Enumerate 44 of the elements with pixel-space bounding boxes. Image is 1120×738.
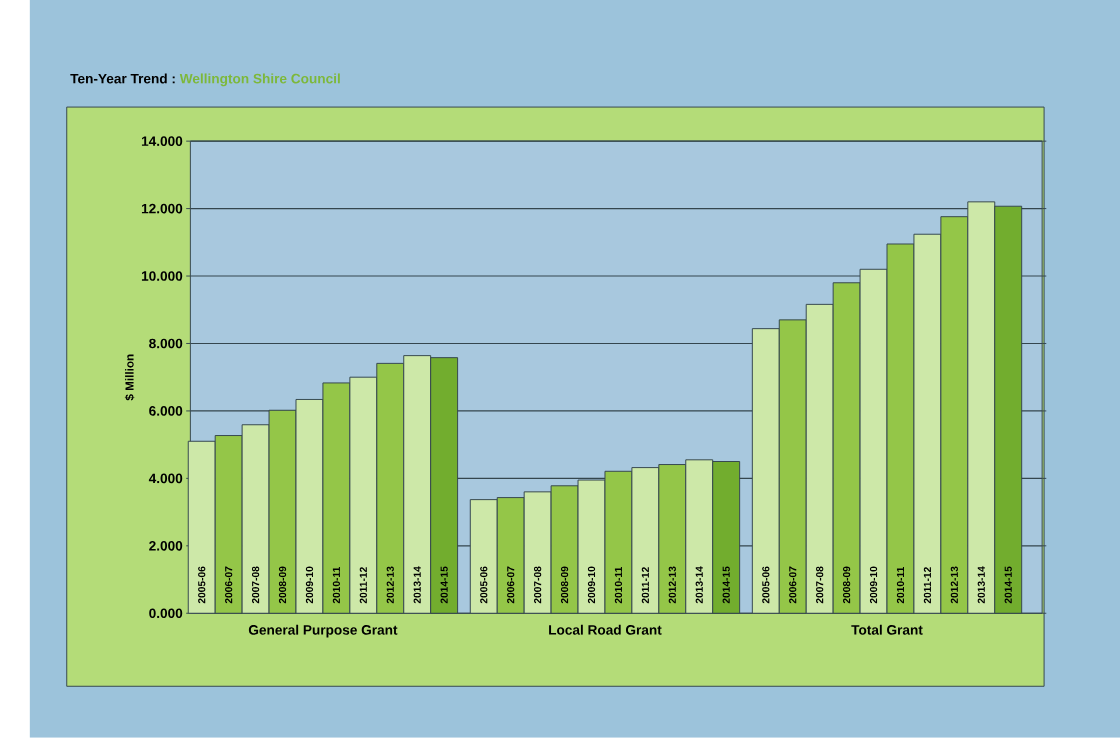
text: 2010-11	[896, 567, 905, 604]
y-tick-label: 8.000	[149, 338, 183, 349]
x-tick-label: General Purpose Grant	[248, 624, 398, 638]
y-tick-label: 6.000	[149, 406, 183, 416]
y-tick-label: 4.000	[148, 473, 183, 484]
y-tick-label: 0.000	[149, 608, 183, 619]
text: 2006-07	[507, 566, 515, 604]
text: 2008-09	[278, 566, 287, 604]
series-label: 2005-06	[198, 566, 206, 604]
text: 2005-06	[480, 566, 488, 604]
series-label: 2008-09	[560, 566, 569, 604]
text: 2014-15	[440, 566, 448, 604]
text: 2007-08	[534, 566, 542, 604]
series-label: 2006-07	[225, 566, 233, 604]
text: 2009-10	[587, 566, 596, 604]
text: 2010-11	[614, 567, 623, 604]
series-label: 2007-08	[251, 566, 260, 604]
y-axis-title: $ Million	[124, 354, 135, 401]
text: 2012-13	[950, 566, 958, 604]
text: 2013-14	[977, 566, 985, 604]
text: 2007-08	[816, 566, 824, 604]
y-tick-label: 12.000	[141, 203, 183, 214]
text: 2013-14	[413, 566, 421, 604]
text: 2011-12	[923, 567, 932, 604]
y-tick-label: 14.000	[141, 136, 183, 147]
series-label: 2009-10	[305, 566, 314, 604]
y-tick-label: 10.000	[141, 271, 183, 281]
series-label: 2013-14	[695, 566, 703, 604]
y-tick-label: 2.000	[149, 541, 183, 551]
chart-subtitle: Wellington Shire Council	[179, 73, 340, 87]
text: 2011-12	[641, 567, 649, 604]
text: 2005-06	[762, 566, 770, 604]
x-tick-label: Local Road Grant	[549, 624, 662, 635]
series-label: 2012-13	[668, 566, 676, 604]
text: 2014-15	[722, 566, 730, 604]
x-tick-label: Total Grant	[851, 624, 923, 635]
series-label: 2014-15	[1004, 566, 1012, 604]
series-label: 2011-12	[359, 567, 367, 604]
text: 2006-07	[789, 566, 797, 604]
text: 2009-10	[869, 566, 878, 604]
series-label: 2010-11	[332, 567, 341, 604]
text: 2008-09	[843, 566, 851, 604]
text: 2012-13	[386, 566, 394, 604]
chart-title: Ten-Year Trend :	[70, 73, 175, 84]
